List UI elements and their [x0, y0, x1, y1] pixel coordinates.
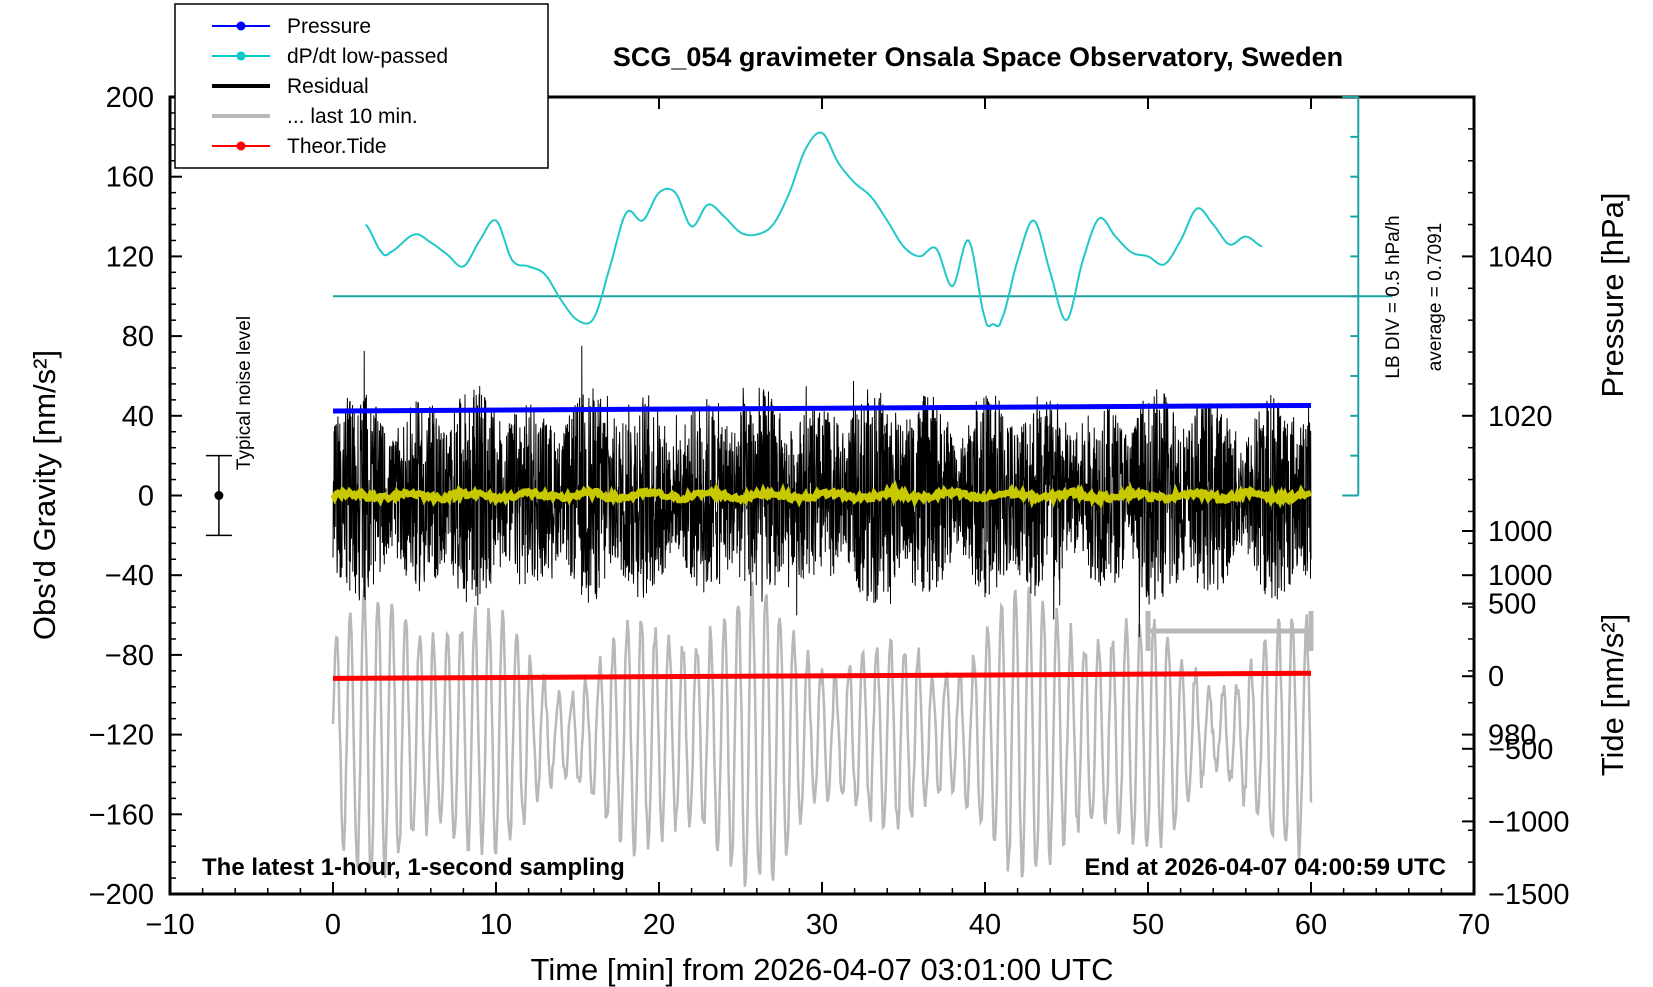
- pressure-tick-label: 1040: [1488, 241, 1553, 273]
- legend-label: Residual: [287, 75, 369, 98]
- x-tick-label: 30: [806, 909, 838, 941]
- legend: Pressure dP/dt low-passed Residual ... last…: [174, 3, 549, 169]
- y-tick-label: −80: [105, 640, 154, 672]
- tide-tick-label: −1500: [1488, 879, 1569, 911]
- y-tick-label: −120: [89, 720, 154, 752]
- x-tick-label: 40: [969, 909, 1001, 941]
- pressure-tick-label: 980: [1488, 720, 1536, 752]
- lb-div-annotation: LB DIV = 0.5 hPa/h: [1383, 215, 1404, 378]
- tide-tick-label: 500: [1488, 589, 1536, 621]
- tide-tick-label: 1000: [1488, 516, 1553, 548]
- end-time-note: End at 2026-04-07 04:00:59 UTC: [1085, 854, 1447, 881]
- average-annotation: average = 0.7091: [1425, 223, 1446, 371]
- legend-marker: [236, 21, 246, 31]
- noise-level-label: Typical noise level: [234, 316, 255, 470]
- y-tick-label: 80: [122, 321, 154, 353]
- y-axis-label-pressure: Pressure [hPa]: [1595, 192, 1630, 397]
- legend-marker: [236, 141, 246, 151]
- y-tick-label: −200: [89, 879, 154, 911]
- x-tick-label: 60: [1295, 909, 1327, 941]
- tide-tick-label: −500: [1488, 734, 1553, 766]
- legend-label: Pressure: [287, 15, 371, 38]
- legend-items: Pressure dP/dt low-passed Residual ... last…: [212, 15, 448, 158]
- tide-tick-label: 0: [1488, 661, 1504, 693]
- series-layer: [205, 96, 1393, 887]
- legend-label: Theor.Tide: [287, 135, 387, 158]
- x-axis-label: Time [min] from 2026-04-07 03:01:00 UTC: [531, 952, 1114, 987]
- y-tick-label: 0: [138, 481, 154, 513]
- y-axis-label-left: Obs'd Gravity [nm/s²]: [27, 350, 62, 640]
- x-tick-label: 50: [1132, 909, 1164, 941]
- theor-tide-series: [332, 670, 1312, 681]
- x-tick-label: 0: [325, 909, 341, 941]
- y-tick-label: 200: [106, 82, 154, 114]
- dpdt-series: [364, 131, 1263, 328]
- y-tick-label: 40: [122, 401, 154, 433]
- sampling-note: The latest 1-hour, 1-second sampling: [202, 854, 625, 881]
- tide-tick-label: −1000: [1488, 806, 1569, 838]
- x-tick-label: 20: [643, 909, 675, 941]
- residual-lowpass-series: [330, 479, 1313, 510]
- axes-layer: −10 0 10 20 30 40 50 60 7020016012080400−40−80−1…: [89, 82, 1570, 941]
- x-tick-label: 70: [1458, 909, 1490, 941]
- x-tick-label: 10: [480, 909, 512, 941]
- legend-marker: [236, 51, 246, 61]
- y-tick-label: 120: [106, 241, 154, 273]
- residual-series: [332, 345, 1312, 638]
- x-tick-label: −10: [145, 909, 194, 941]
- y-tick-label: −40: [105, 560, 154, 592]
- chart-title: SCG_054 gravimeter Onsala Space Observat…: [613, 42, 1343, 72]
- legend-label: dP/dt low-passed: [287, 45, 448, 68]
- y-axis-label-tide: Tide [nm/s²]: [1595, 614, 1630, 777]
- y-tick-label: 160: [106, 162, 154, 194]
- noise-point: [214, 491, 224, 500]
- pressure-tick-label: 1020: [1488, 401, 1553, 433]
- y-tick-label: −160: [89, 799, 154, 831]
- legend-label: ... last 10 min.: [287, 105, 418, 128]
- last-10-min-series: [331, 581, 1313, 887]
- pressure-tick-label: 1000: [1488, 560, 1553, 592]
- pressure-series: [332, 402, 1312, 414]
